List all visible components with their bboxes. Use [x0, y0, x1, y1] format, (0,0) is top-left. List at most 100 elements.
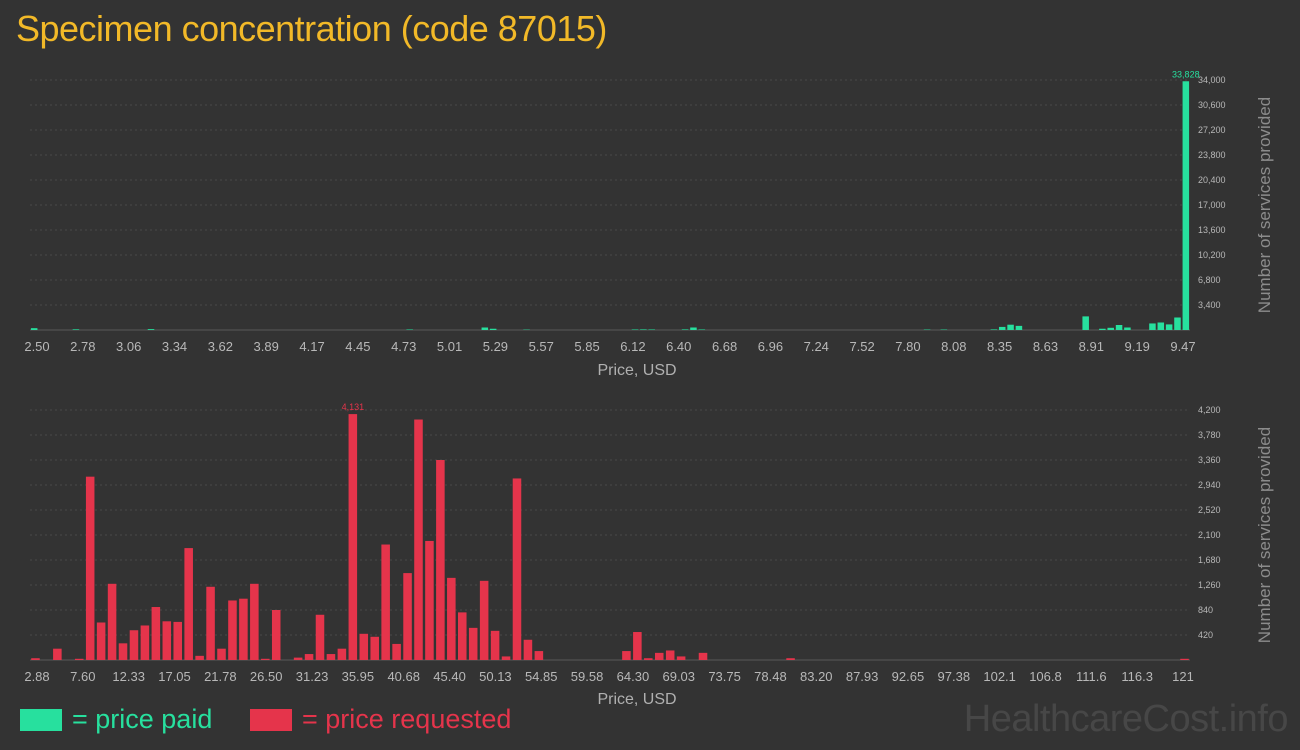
x-tick-label: 106.8	[1029, 669, 1062, 684]
bar	[304, 654, 314, 660]
x-tick-label: 2.50	[24, 339, 49, 354]
bar	[195, 655, 204, 660]
bar	[681, 329, 689, 330]
x-tick-label: 35.95	[342, 669, 375, 684]
bar	[406, 329, 413, 330]
bar	[293, 657, 303, 660]
bar	[1182, 81, 1190, 330]
page-title: Specimen concentration (code 87015)	[16, 8, 607, 49]
bar	[481, 327, 489, 330]
x-tick-label: 5.57	[529, 339, 554, 354]
bar	[228, 600, 237, 660]
x-tick-label: 87.93	[846, 669, 879, 684]
x-tick-label: 2.78	[70, 339, 95, 354]
bar	[1082, 316, 1089, 330]
peak-value-label: 4,131	[342, 402, 365, 412]
x-tick-label: 5.01	[437, 339, 462, 354]
y-tick-label: 3,780	[1198, 430, 1221, 440]
bar	[1007, 324, 1014, 330]
x-tick-label: 69.03	[662, 669, 695, 684]
y-axis-label: Number of services provided	[1255, 97, 1274, 313]
bar	[1180, 658, 1189, 660]
y-tick-label: 420	[1198, 630, 1213, 640]
y-tick-label: 17,000	[1198, 200, 1226, 210]
x-tick-label: 64.30	[617, 669, 650, 684]
x-tick-label: 6.40	[666, 339, 691, 354]
bar	[403, 573, 412, 660]
bar	[359, 633, 369, 660]
y-tick-label: 20,400	[1198, 175, 1226, 185]
x-tick-label: 8.35	[987, 339, 1012, 354]
bar	[348, 414, 358, 660]
x-tick-label: 7.52	[849, 339, 874, 354]
bar	[140, 625, 150, 660]
bar	[633, 632, 642, 660]
x-tick-label: 6.12	[620, 339, 645, 354]
x-tick-label: 54.85	[525, 669, 558, 684]
bar	[107, 583, 117, 660]
x-tick-label: 7.60	[70, 669, 95, 684]
bar	[85, 476, 95, 660]
bar	[631, 329, 639, 330]
x-tick-label: 8.63	[1033, 339, 1058, 354]
bar	[523, 639, 533, 660]
bar	[490, 630, 500, 660]
legend-requested-swatch	[250, 708, 292, 731]
bar	[239, 598, 248, 660]
bar	[644, 658, 653, 660]
bar	[1015, 325, 1023, 330]
x-tick-label: 4.45	[345, 339, 370, 354]
legend-paid-label: = price paid	[72, 704, 213, 734]
x-axis-label: Price, USD	[597, 691, 676, 708]
x-tick-label: 78.48	[754, 669, 787, 684]
x-tick-label: 73.75	[708, 669, 741, 684]
x-tick-label: 6.96	[758, 339, 783, 354]
y-tick-label: 30,600	[1198, 100, 1226, 110]
peak-value-label: 33,828	[1172, 69, 1200, 79]
y-tick-label: 27,200	[1198, 125, 1226, 135]
bar	[129, 630, 139, 660]
y-tick-label: 2,940	[1198, 480, 1221, 490]
bar	[326, 654, 336, 660]
x-tick-label: 6.68	[712, 339, 737, 354]
bar	[1165, 324, 1173, 330]
bar	[457, 612, 467, 660]
bar	[392, 643, 401, 660]
x-tick-label: 59.58	[571, 669, 604, 684]
x-tick-label: 121	[1172, 669, 1194, 684]
bar	[698, 652, 708, 660]
bar	[534, 651, 544, 660]
y-tick-label: 13,600	[1198, 225, 1226, 235]
x-tick-label: 3.34	[162, 339, 187, 354]
bar	[250, 583, 259, 660]
bar	[1124, 327, 1131, 330]
x-tick-label: 5.85	[574, 339, 599, 354]
bar	[698, 329, 706, 330]
bar	[381, 544, 390, 660]
x-tick-label: 4.73	[391, 339, 416, 354]
y-tick-label: 23,800	[1198, 150, 1226, 160]
x-tick-label: 3.62	[208, 339, 233, 354]
bar	[217, 648, 226, 660]
bar	[512, 478, 522, 660]
chart-price-paid: 3,400 6,800 10,200 13,600 17,000 20,400 23,800…	[24, 69, 1274, 379]
bar	[1157, 322, 1165, 330]
bar	[151, 607, 161, 660]
y-tick-label: 1,260	[1198, 580, 1221, 590]
x-tick-label: 3.06	[116, 339, 141, 354]
x-tick-label: 9.19	[1125, 339, 1150, 354]
legend-paid-swatch	[20, 708, 62, 731]
x-tick-label: 83.20	[800, 669, 833, 684]
bar	[447, 577, 456, 660]
bar	[425, 540, 434, 660]
bar	[162, 621, 172, 660]
x-tick-label: 26.50	[250, 669, 283, 684]
bar	[676, 656, 686, 660]
bar	[648, 329, 655, 330]
bar	[96, 622, 106, 660]
bar	[665, 650, 675, 660]
bar	[489, 328, 497, 330]
bar	[206, 586, 215, 660]
watermark: HealthcareCost.info	[963, 698, 1289, 740]
bar	[147, 329, 155, 330]
